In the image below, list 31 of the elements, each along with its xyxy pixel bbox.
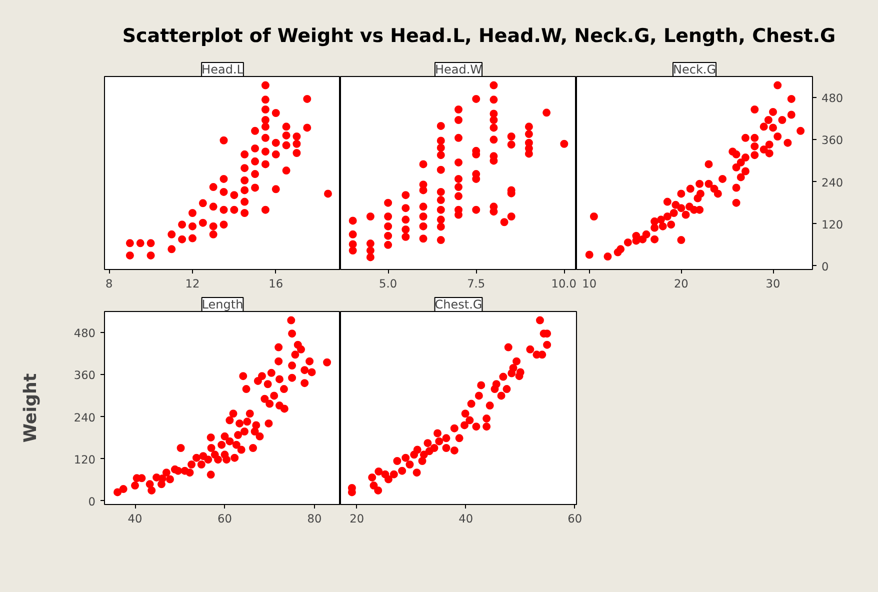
y-tick-label: 0 bbox=[822, 259, 829, 274]
x-tick-label: 5.0 bbox=[379, 276, 398, 290]
y-axis-title: Weight bbox=[20, 373, 41, 443]
x-tick-label: 20 bbox=[350, 512, 364, 526]
y-tick-label: 120 bbox=[822, 217, 844, 232]
x-tick-label: 10.0 bbox=[551, 276, 577, 290]
y-tick-label: 120 bbox=[74, 452, 96, 466]
x-tick-label: 60 bbox=[568, 512, 582, 526]
x-tick-label: 8 bbox=[105, 276, 113, 290]
x-tick-label: 7.5 bbox=[467, 276, 486, 290]
text: Scatterplot of Weight vs Head.L, Head.W, Neck.G, Length, Chest.G bbox=[122, 24, 836, 49]
y-tick-label: 0 bbox=[88, 494, 96, 508]
y-tick-label: 360 bbox=[74, 368, 96, 382]
x-tick-label: 40 bbox=[128, 512, 142, 526]
y-tick-label: 480 bbox=[74, 326, 96, 340]
x-axis-title: Chest.G bbox=[434, 298, 482, 312]
x-axis-title: Head.W bbox=[434, 62, 482, 76]
x-axis-title: Length bbox=[202, 298, 244, 312]
x-tick-label: 60 bbox=[218, 512, 232, 526]
x-tick-label: 80 bbox=[307, 512, 322, 526]
x-tick-label: 40 bbox=[458, 512, 474, 526]
y-tick-label: 240 bbox=[74, 410, 96, 424]
y-tick-label: 360 bbox=[822, 133, 844, 148]
x-tick-label: 10 bbox=[582, 276, 597, 290]
x-tick-label: 30 bbox=[766, 276, 780, 290]
x-tick-label: 20 bbox=[674, 276, 688, 290]
x-axis-title: Neck.G bbox=[672, 62, 716, 76]
y-tick-label: 480 bbox=[822, 91, 844, 106]
x-tick-label: 12 bbox=[185, 276, 200, 290]
x-tick-label: 16 bbox=[268, 276, 284, 290]
y-tick-label: 240 bbox=[822, 175, 844, 190]
